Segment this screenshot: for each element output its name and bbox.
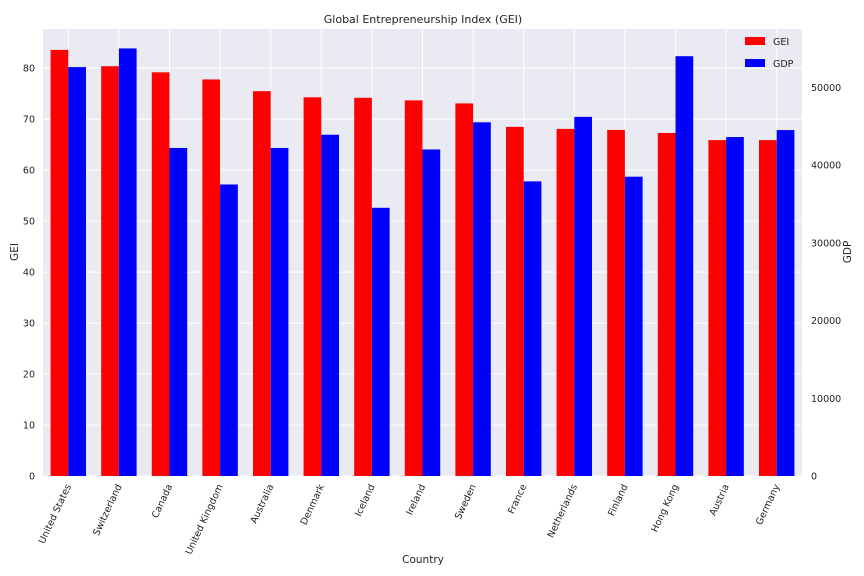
bar-gdp bbox=[776, 130, 795, 477]
y2-axis-label: GDP bbox=[842, 241, 854, 264]
x-axis-label: Country bbox=[402, 554, 444, 566]
bar-gei bbox=[50, 49, 69, 477]
bar-gdp bbox=[169, 147, 188, 477]
bar-gei bbox=[354, 97, 372, 476]
x-tick-label: Australia bbox=[249, 483, 277, 526]
bar-gei bbox=[101, 66, 119, 477]
x-tick-label: Sweden bbox=[453, 483, 479, 522]
chart-title: Global Entrepreneurship Index (GEI) bbox=[324, 13, 522, 26]
x-tick-label: Iceland bbox=[353, 483, 378, 519]
x-tick-label: United States bbox=[37, 483, 74, 546]
legend-swatch-gdp bbox=[745, 59, 765, 67]
legend-label-gei: GEI bbox=[773, 37, 789, 48]
legend-swatch-gei bbox=[745, 37, 765, 45]
bar-gdp bbox=[371, 207, 390, 477]
bar-gei bbox=[151, 72, 170, 477]
left-axis-ticks: 0 10 20 30 40 50 60 70 80 bbox=[23, 64, 35, 483]
bar-gei bbox=[657, 132, 676, 477]
bar-gei bbox=[708, 140, 727, 476]
bar-gdp bbox=[473, 122, 491, 476]
bar-gei bbox=[758, 140, 777, 476]
y-tick-label: 60 bbox=[23, 166, 35, 177]
x-tick-label: Switzerland bbox=[91, 483, 124, 538]
y-axis-label: GEI bbox=[9, 243, 21, 261]
x-tick-label: United Kingdom bbox=[184, 483, 226, 557]
y-tick-label: 0 bbox=[29, 472, 35, 483]
bar-gei bbox=[202, 79, 221, 476]
x-tick-label: Austria bbox=[708, 483, 732, 518]
bar-gei bbox=[607, 129, 625, 476]
bar-gei bbox=[404, 100, 423, 476]
bar-gei bbox=[252, 91, 271, 477]
bars bbox=[50, 48, 795, 477]
x-tick-label: Netherlands bbox=[546, 483, 580, 540]
x-tick-label: Canada bbox=[150, 483, 175, 520]
x-tick-label: Ireland bbox=[404, 483, 428, 517]
x-tick-label: France bbox=[506, 482, 529, 515]
bar-gei bbox=[556, 128, 575, 476]
bar-gdp bbox=[220, 184, 238, 476]
y-tick-label: 10 bbox=[23, 421, 35, 432]
bar-gei bbox=[455, 103, 474, 477]
right-axis-ticks: 0 10000 20000 30000 40000 50000 bbox=[811, 83, 841, 483]
y2-tick-label: 40000 bbox=[811, 161, 841, 172]
y-tick-label: 70 bbox=[23, 115, 35, 126]
bar-gdp bbox=[118, 48, 137, 476]
y2-tick-label: 0 bbox=[811, 472, 817, 483]
y2-tick-label: 30000 bbox=[811, 238, 841, 249]
legend: GEI GDP bbox=[745, 37, 794, 70]
bar-gdp bbox=[321, 134, 340, 476]
y-tick-label: 30 bbox=[23, 319, 35, 330]
x-tick-label: Finland bbox=[606, 483, 630, 518]
bar-gei bbox=[303, 97, 322, 477]
legend-label-gdp: GDP bbox=[773, 59, 794, 70]
bar-gdp bbox=[675, 56, 694, 477]
bar-gdp bbox=[270, 147, 289, 477]
y2-tick-label: 10000 bbox=[811, 394, 841, 405]
bar-gdp bbox=[574, 116, 593, 476]
x-tick-label: Hong Kong bbox=[649, 483, 681, 534]
y-tick-label: 80 bbox=[23, 64, 35, 75]
y2-tick-label: 20000 bbox=[811, 316, 841, 327]
x-tick-label: Denmark bbox=[299, 482, 328, 527]
bar-gdp bbox=[68, 67, 87, 477]
x-axis-ticks: United States Switzerland Canada United Kin… bbox=[37, 482, 783, 556]
bar-gdp bbox=[422, 149, 441, 476]
x-tick-label: Germany bbox=[754, 482, 783, 527]
bar-gdp bbox=[624, 176, 643, 476]
bar-gdp bbox=[726, 137, 744, 477]
bar-gdp bbox=[523, 181, 542, 476]
y-tick-label: 40 bbox=[23, 268, 35, 279]
y2-tick-label: 50000 bbox=[811, 83, 841, 94]
y-tick-label: 20 bbox=[23, 370, 35, 381]
bar-gei bbox=[505, 126, 524, 476]
y-tick-label: 50 bbox=[23, 217, 35, 228]
